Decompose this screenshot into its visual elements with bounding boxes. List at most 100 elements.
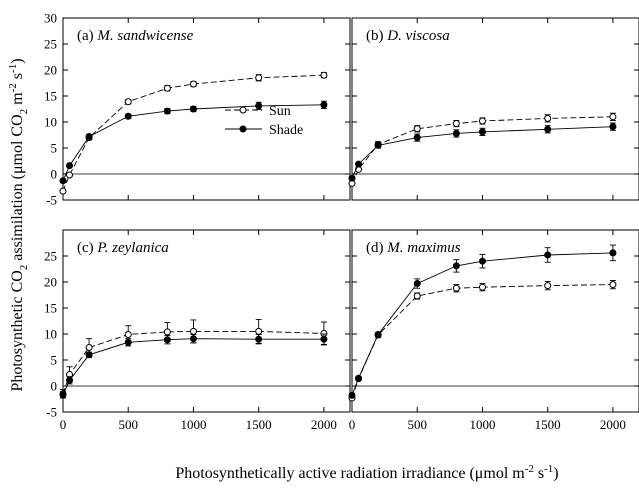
data-point-sun bbox=[255, 327, 263, 335]
data-point-sun bbox=[124, 331, 132, 339]
data-point-shade bbox=[452, 262, 460, 270]
data-point-sun bbox=[413, 125, 421, 133]
data-point-shade bbox=[374, 141, 382, 149]
y-tick-label: 0 bbox=[51, 379, 58, 394]
series-line-shade bbox=[351, 252, 613, 396]
series-line-sun bbox=[351, 284, 613, 399]
panel-letter: (a) bbox=[77, 28, 97, 44]
series-line-shade bbox=[62, 338, 324, 395]
y-tick-label: 30 bbox=[44, 11, 57, 26]
panels-layer: -5 0 5 10 15 20 25 30 (a) M. sandwicense Sun Shade… bbox=[44, 11, 639, 432]
data-point-shade bbox=[320, 101, 328, 109]
panel-species: M. maximus bbox=[386, 240, 460, 256]
data-point-sun bbox=[452, 120, 460, 128]
series-line-shade bbox=[62, 104, 324, 181]
panel-frame bbox=[351, 229, 639, 413]
data-point-shade bbox=[163, 336, 171, 344]
data-point-sun bbox=[609, 281, 617, 289]
data-point-sun bbox=[59, 187, 67, 195]
panel-frame bbox=[351, 17, 639, 201]
y-tick-label: 20 bbox=[44, 63, 57, 78]
y-axis-label: Photosynthetic CO2 assimilation (μmol CO… bbox=[7, 58, 30, 391]
series-line-shade bbox=[351, 126, 613, 179]
series-line-sun bbox=[62, 74, 324, 192]
legend-label-sun: Sun bbox=[269, 104, 291, 119]
legend-label-shade: Shade bbox=[269, 123, 303, 138]
x-tick-label: 500 bbox=[407, 417, 427, 432]
legend: Sun Shade bbox=[225, 104, 303, 138]
y-tick-label: 20 bbox=[44, 275, 57, 290]
series-line-sun bbox=[351, 116, 613, 184]
data-point-shade bbox=[320, 335, 328, 343]
data-point-shade bbox=[85, 133, 93, 141]
panel-letter: (d) bbox=[366, 240, 387, 256]
data-point-sun bbox=[544, 114, 552, 122]
data-point-sun bbox=[609, 113, 617, 121]
data-point-shade bbox=[189, 335, 197, 343]
data-point-shade bbox=[478, 257, 486, 265]
panel-1: -5 0 5 10 15 20 25 30 (a) M. sandwicense Sun Shade bbox=[44, 11, 351, 208]
data-point-shade bbox=[609, 249, 617, 257]
data-point-shade bbox=[355, 160, 363, 168]
panel-letter: (c) bbox=[77, 240, 97, 256]
data-point-sun bbox=[452, 284, 460, 292]
panel-label: (c) P. zeylanica bbox=[77, 240, 169, 256]
panel-label: (a) M. sandwicense bbox=[77, 28, 194, 44]
y-tick-label: 15 bbox=[44, 301, 57, 316]
legend-marker-shade bbox=[239, 125, 247, 133]
data-point-shade bbox=[544, 125, 552, 133]
panel-frame bbox=[62, 229, 351, 413]
data-point-sun bbox=[163, 328, 171, 336]
data-point-shade bbox=[544, 251, 552, 259]
data-point-shade bbox=[124, 338, 132, 346]
data-point-sun bbox=[478, 117, 486, 125]
data-point-sun bbox=[255, 74, 263, 82]
panel-frame bbox=[62, 17, 351, 201]
data-point-shade bbox=[66, 376, 74, 384]
data-point-shade bbox=[355, 374, 363, 382]
y-tick-label: 15 bbox=[44, 89, 57, 104]
panel-letter: (b) bbox=[366, 28, 387, 44]
data-point-sun bbox=[189, 327, 197, 335]
x-tick-label: 1500 bbox=[246, 417, 272, 432]
y-tick-label: -5 bbox=[46, 193, 57, 208]
data-point-sun bbox=[66, 171, 74, 179]
x-tick-label: 1500 bbox=[535, 417, 561, 432]
data-point-sun bbox=[124, 98, 132, 106]
x-tick-label: 2000 bbox=[311, 417, 337, 432]
y-tick-label: 10 bbox=[44, 115, 57, 130]
legend-marker-sun bbox=[239, 106, 247, 114]
data-point-shade bbox=[348, 391, 356, 399]
x-tick-label: 2000 bbox=[600, 417, 626, 432]
data-point-shade bbox=[478, 128, 486, 136]
data-point-shade bbox=[413, 280, 421, 288]
panel-species: D. viscosa bbox=[386, 28, 450, 44]
x-axis-label: Photosynthetically active radiation irra… bbox=[175, 463, 558, 482]
panel-species: M. sandwicense bbox=[96, 28, 193, 44]
data-point-sun bbox=[320, 71, 328, 79]
panel-4: 0 500 1000 1500 2000 (d) M. maximus bbox=[348, 229, 639, 432]
x-tick-label: 1000 bbox=[180, 417, 206, 432]
y-tick-label: 25 bbox=[44, 249, 57, 264]
data-point-shade bbox=[348, 174, 356, 182]
x-tick-label: 0 bbox=[349, 417, 356, 432]
panel-label: (d) M. maximus bbox=[366, 240, 461, 256]
y-tick-label: -5 bbox=[46, 405, 57, 420]
y-tick-label: 5 bbox=[51, 353, 58, 368]
data-point-sun bbox=[163, 84, 171, 92]
data-point-shade bbox=[59, 391, 67, 399]
data-point-shade bbox=[452, 129, 460, 137]
panel-2: (b) D. viscosa bbox=[348, 17, 639, 201]
data-point-sun bbox=[544, 282, 552, 290]
y-tick-label: 5 bbox=[51, 141, 58, 156]
panel-label: (b) D. viscosa bbox=[366, 28, 450, 44]
data-point-sun bbox=[85, 344, 93, 352]
data-point-shade bbox=[85, 351, 93, 359]
x-tick-label: 500 bbox=[118, 417, 138, 432]
data-point-shade bbox=[255, 102, 263, 110]
data-point-sun bbox=[413, 292, 421, 300]
data-point-sun bbox=[189, 80, 197, 88]
y-tick-label: 25 bbox=[44, 37, 57, 52]
